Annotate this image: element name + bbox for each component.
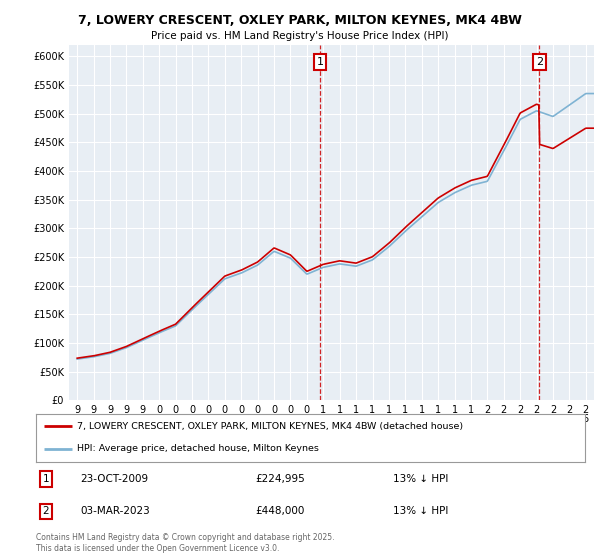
Text: 2: 2	[536, 57, 543, 67]
Text: 7, LOWERY CRESCENT, OXLEY PARK, MILTON KEYNES, MK4 4BW: 7, LOWERY CRESCENT, OXLEY PARK, MILTON K…	[78, 14, 522, 27]
Text: 03-MAR-2023: 03-MAR-2023	[80, 506, 149, 516]
Text: £448,000: £448,000	[256, 506, 305, 516]
Text: HPI: Average price, detached house, Milton Keynes: HPI: Average price, detached house, Milt…	[77, 444, 319, 453]
Text: Contains HM Land Registry data © Crown copyright and database right 2025.
This d: Contains HM Land Registry data © Crown c…	[36, 533, 335, 553]
Text: 13% ↓ HPI: 13% ↓ HPI	[393, 506, 448, 516]
Text: £224,995: £224,995	[256, 474, 305, 484]
Text: 2: 2	[43, 506, 49, 516]
Text: 13% ↓ HPI: 13% ↓ HPI	[393, 474, 448, 484]
Text: 1: 1	[43, 474, 49, 484]
Text: 1: 1	[317, 57, 323, 67]
Text: 23-OCT-2009: 23-OCT-2009	[80, 474, 148, 484]
Text: Price paid vs. HM Land Registry's House Price Index (HPI): Price paid vs. HM Land Registry's House …	[151, 31, 449, 41]
Text: 7, LOWERY CRESCENT, OXLEY PARK, MILTON KEYNES, MK4 4BW (detached house): 7, LOWERY CRESCENT, OXLEY PARK, MILTON K…	[77, 422, 463, 431]
